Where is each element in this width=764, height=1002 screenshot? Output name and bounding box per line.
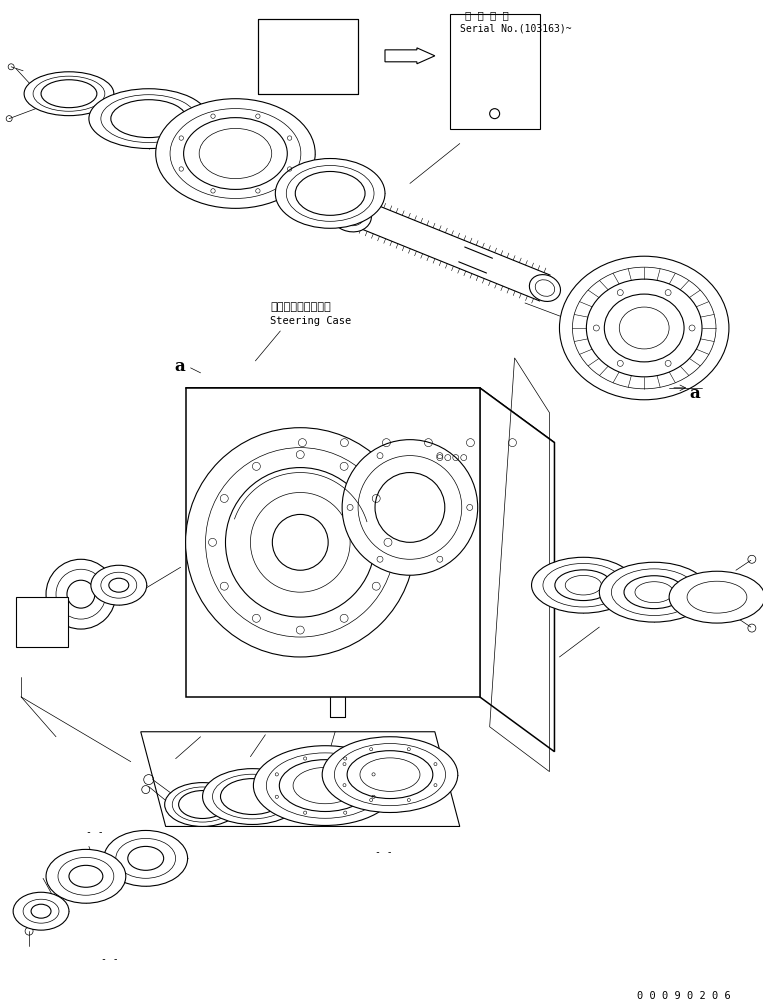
Polygon shape xyxy=(186,389,480,697)
Text: a: a xyxy=(689,385,700,402)
Ellipse shape xyxy=(329,195,371,232)
Ellipse shape xyxy=(275,159,385,229)
Ellipse shape xyxy=(24,73,114,116)
Text: ステアリングケース: ステアリングケース xyxy=(270,302,331,312)
Ellipse shape xyxy=(559,257,729,401)
Ellipse shape xyxy=(532,558,635,613)
Ellipse shape xyxy=(46,560,116,629)
Bar xyxy=(450,15,539,129)
Ellipse shape xyxy=(41,81,97,108)
Ellipse shape xyxy=(89,89,209,149)
Ellipse shape xyxy=(104,831,188,887)
Ellipse shape xyxy=(101,95,196,143)
Ellipse shape xyxy=(186,428,415,657)
Ellipse shape xyxy=(599,563,709,622)
Ellipse shape xyxy=(156,99,316,209)
Ellipse shape xyxy=(46,850,126,904)
Ellipse shape xyxy=(212,775,293,819)
Bar xyxy=(258,20,358,94)
Text: 適 用 号 機: 適 用 号 機 xyxy=(465,10,509,20)
FancyArrow shape xyxy=(385,49,435,65)
Ellipse shape xyxy=(669,572,764,623)
Polygon shape xyxy=(141,732,460,827)
Ellipse shape xyxy=(33,77,105,112)
Ellipse shape xyxy=(221,779,284,815)
Ellipse shape xyxy=(322,737,458,813)
Ellipse shape xyxy=(529,276,561,303)
Ellipse shape xyxy=(91,566,147,605)
Ellipse shape xyxy=(254,745,397,826)
Ellipse shape xyxy=(172,788,233,823)
Ellipse shape xyxy=(111,100,186,138)
Ellipse shape xyxy=(183,118,287,190)
Ellipse shape xyxy=(280,760,371,812)
Text: - -: - - xyxy=(86,827,104,837)
Ellipse shape xyxy=(179,791,226,819)
Ellipse shape xyxy=(347,750,433,799)
Ellipse shape xyxy=(165,783,241,827)
Ellipse shape xyxy=(13,893,69,930)
Text: Serial No.(103163)~: Serial No.(103163)~ xyxy=(460,24,571,34)
Text: - -: - - xyxy=(375,847,393,857)
Bar xyxy=(16,597,68,647)
Text: 0 0 0 9 0 2 0 6: 0 0 0 9 0 2 0 6 xyxy=(637,990,731,1000)
Ellipse shape xyxy=(295,172,365,216)
Polygon shape xyxy=(480,389,555,752)
Polygon shape xyxy=(186,389,555,443)
Ellipse shape xyxy=(286,166,374,222)
Text: - -: - - xyxy=(101,953,118,963)
Ellipse shape xyxy=(342,440,478,576)
Ellipse shape xyxy=(202,769,303,825)
Text: Steering Case: Steering Case xyxy=(270,316,351,326)
Text: a: a xyxy=(175,358,186,375)
